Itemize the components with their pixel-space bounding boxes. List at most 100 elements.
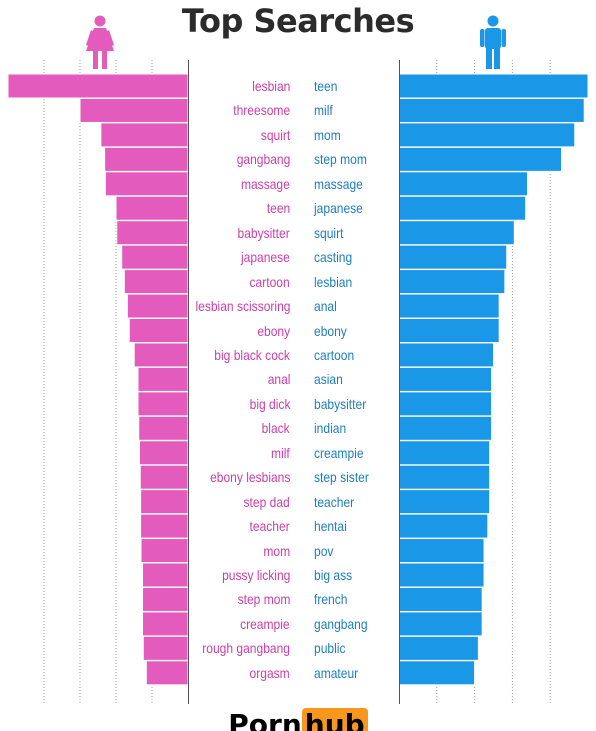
woman-icon — [86, 15, 114, 69]
male-bar-11 — [398, 318, 500, 343]
female-search-label: big black cock — [214, 346, 290, 363]
female-bar-4 — [104, 146, 189, 172]
female-bar-1 — [7, 73, 189, 99]
male-bar-2 — [398, 97, 585, 123]
male-bar-6 — [398, 195, 527, 221]
female-search-label: cartoon — [249, 273, 290, 290]
female-search-label: anal — [267, 371, 290, 388]
female-search-label: black — [261, 420, 290, 437]
male-bar-20 — [398, 538, 485, 564]
female-search-label: orgasm — [249, 664, 290, 681]
male-search-label: creampie — [314, 444, 364, 461]
male-search-label: pov — [314, 542, 334, 559]
male-bar-15 — [398, 415, 493, 441]
male-search-label: asian — [314, 371, 343, 388]
male-search-label: mom — [314, 126, 341, 143]
logo-text-hub: hub — [301, 708, 368, 731]
female-bar-13 — [137, 366, 189, 392]
female-search-label: big dick — [249, 395, 290, 412]
male-search-label: step mom — [314, 151, 367, 168]
male-bar-12 — [398, 342, 494, 368]
male-bar-22 — [398, 586, 483, 612]
female-bar-11 — [128, 318, 189, 343]
female-search-label: step mom — [237, 591, 290, 608]
male-bar-18 — [398, 489, 491, 515]
female-bar-15 — [138, 415, 189, 441]
male-search-label: lesbian — [314, 273, 353, 290]
male-bar-9 — [398, 269, 506, 295]
male-bar-23 — [398, 611, 483, 637]
male-search-label: anal — [314, 298, 337, 315]
female-bar-25 — [145, 660, 189, 686]
man-icon — [480, 15, 506, 69]
female-search-label: japanese — [241, 249, 290, 266]
female-bar-6 — [115, 195, 189, 221]
male-search-label: french — [314, 591, 348, 608]
male-bar-21 — [398, 562, 485, 588]
female-search-label: creampie — [240, 615, 290, 632]
male-bar-1 — [398, 73, 589, 99]
female-bar-9 — [123, 269, 189, 295]
female-search-label: massage — [241, 175, 290, 192]
male-bar-25 — [398, 660, 476, 686]
male-axis-line — [399, 60, 400, 704]
female-search-label: babysitter — [237, 224, 290, 241]
male-bar-16 — [398, 440, 491, 466]
male-bar-14 — [398, 391, 493, 417]
female-bar-22 — [142, 586, 189, 612]
female-bar-3 — [100, 122, 189, 148]
male-search-label: casting — [314, 249, 353, 266]
female-search-label: pussy licking — [221, 567, 290, 583]
female-bar-24 — [142, 635, 189, 661]
female-bar-17 — [139, 464, 189, 490]
male-bar-10 — [398, 293, 500, 319]
male-search-label: hentai — [314, 518, 347, 535]
male-search-label: teacher — [314, 493, 355, 510]
female-bar-10 — [126, 293, 189, 319]
female-search-label: lesbian scissoring — [194, 298, 290, 315]
female-search-label: threesome — [233, 102, 290, 119]
female-bar-14 — [137, 391, 189, 417]
male-search-label: cartoon — [314, 346, 355, 363]
female-search-label: milf — [271, 444, 290, 461]
male-search-label: japanese — [314, 200, 363, 217]
male-search-label: public — [314, 640, 346, 657]
male-bar-8 — [398, 244, 508, 270]
female-search-label: ebony — [257, 322, 290, 339]
male-bar-24 — [398, 635, 479, 661]
male-search-label: teen — [314, 78, 338, 94]
female-search-label: ebony lesbians — [209, 469, 290, 486]
female-bar-2 — [79, 97, 189, 123]
male-search-label: amateur — [314, 664, 359, 681]
female-search-label: teen — [266, 200, 290, 217]
male-bar-17 — [398, 464, 491, 490]
female-bar-18 — [140, 489, 189, 515]
male-search-label: indian — [314, 420, 347, 437]
male-search-label: ebony — [314, 322, 347, 339]
male-bar-3 — [398, 122, 576, 148]
female-search-label: rough gangbang — [202, 640, 290, 657]
male-bar-4 — [398, 146, 563, 172]
male-search-label: milf — [314, 102, 333, 119]
brand-logo: Porn hub — [0, 708, 596, 731]
male-search-label: babysitter — [314, 395, 367, 412]
female-search-label: lesbian — [251, 78, 290, 94]
female-search-label: teacher — [249, 518, 290, 535]
male-search-label: squirt — [314, 224, 344, 241]
female-bar-7 — [116, 220, 189, 246]
female-axis-line — [188, 60, 189, 704]
male-bar-19 — [398, 513, 489, 539]
male-search-label: step sister — [314, 469, 369, 486]
female-bar-20 — [140, 538, 189, 564]
male-bar-5 — [398, 171, 529, 197]
female-search-label: step dad — [243, 493, 290, 510]
female-search-label: squirt — [260, 126, 290, 143]
female-bar-19 — [140, 513, 189, 539]
male-bar-7 — [398, 220, 515, 246]
chart-title: Top Searches — [181, 2, 415, 40]
male-search-label: massage — [314, 175, 363, 192]
female-search-label: gangbang — [236, 151, 290, 168]
female-bar-5 — [104, 171, 189, 197]
male-search-label: gangbang — [314, 615, 368, 632]
